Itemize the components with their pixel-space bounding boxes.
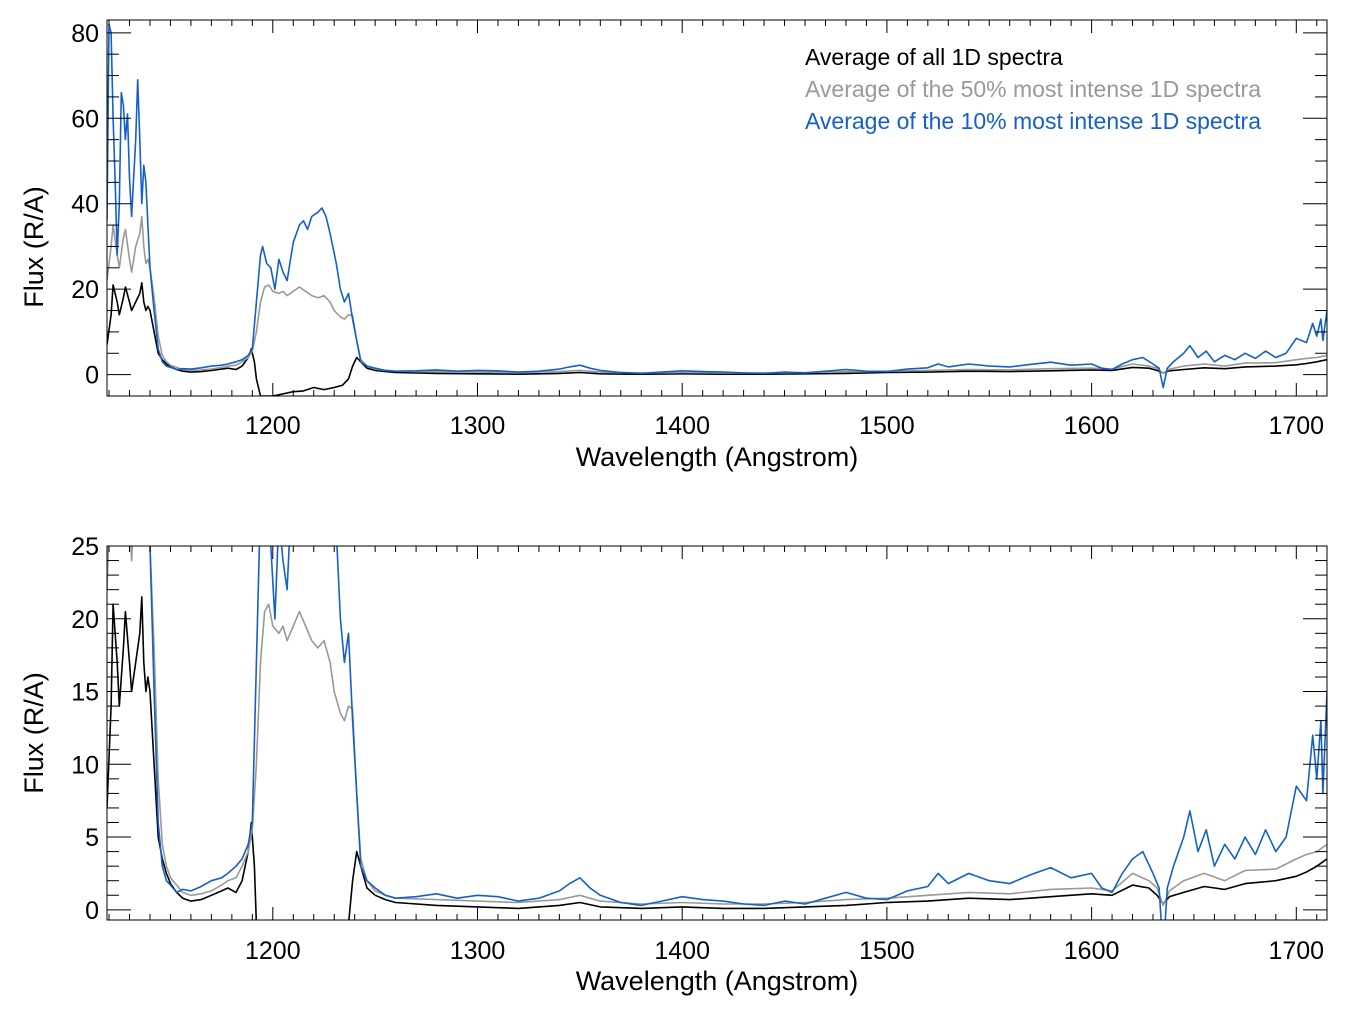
x-axis-title: Wavelength (Angstrom)	[576, 966, 859, 996]
x-tick-label: 1200	[245, 412, 301, 440]
y-axis-title: Flux (R/A)	[19, 672, 49, 794]
y-tick-label: 15	[71, 679, 99, 707]
y-tick-label: 10	[71, 751, 99, 779]
y-tick-label: 0	[85, 897, 99, 925]
y-tick-label: 80	[71, 20, 99, 48]
y-tick-label: 25	[71, 533, 99, 561]
plot-panel-1: 1200 1300 1400 1500 1600 1700 0 20 40 60 80 Wavelen…	[19, 19, 1328, 472]
legend-entry-top50: Average of the 50% most intense 1D spect…	[805, 76, 1261, 102]
y-tick-label: 20	[71, 606, 99, 634]
y-tick-label: 0	[85, 362, 99, 390]
x-tick-label: 1400	[654, 937, 710, 965]
x-tick-label: 1700	[1268, 412, 1324, 440]
x-tick-label: 1500	[859, 412, 915, 440]
x-tick-label: 1600	[1064, 937, 1120, 965]
plot-frame	[106, 19, 1328, 397]
legend-entry-all: Average of all 1D spectra	[805, 44, 1063, 70]
legend-entry-top10: Average of the 10% most intense 1D spect…	[805, 108, 1261, 134]
legend: Average of all 1D spectra Average of the …	[805, 44, 1261, 134]
x-tick-label: 1600	[1064, 412, 1120, 440]
y-axis-title: Flux (R/A)	[19, 186, 49, 308]
x-tick-label: 1700	[1268, 937, 1324, 965]
y-tick-label: 60	[71, 105, 99, 133]
x-tick-label: 1500	[859, 937, 915, 965]
y-tick-label: 5	[85, 824, 99, 852]
x-tick-label: 1300	[450, 412, 506, 440]
plot-frame	[106, 545, 1328, 921]
y-tick-label: 20	[71, 276, 99, 304]
series-line-top10	[149, 546, 1327, 920]
series-line-top10	[107, 23, 1327, 389]
series-line-all	[107, 596, 1327, 920]
series-line-top50	[107, 215, 1327, 375]
plot-panel-2: 1200 1300 1400 1500 1600 1700 0 5 10 15 20 25 Wavele…	[19, 533, 1328, 996]
series-line-all	[107, 281, 1327, 396]
series-line-top50	[107, 546, 1327, 907]
x-axis-title: Wavelength (Angstrom)	[576, 442, 859, 472]
y-tick-label: 40	[71, 191, 99, 219]
x-tick-label: 1400	[654, 412, 710, 440]
x-tick-label: 1200	[245, 937, 301, 965]
x-tick-label: 1300	[450, 937, 506, 965]
